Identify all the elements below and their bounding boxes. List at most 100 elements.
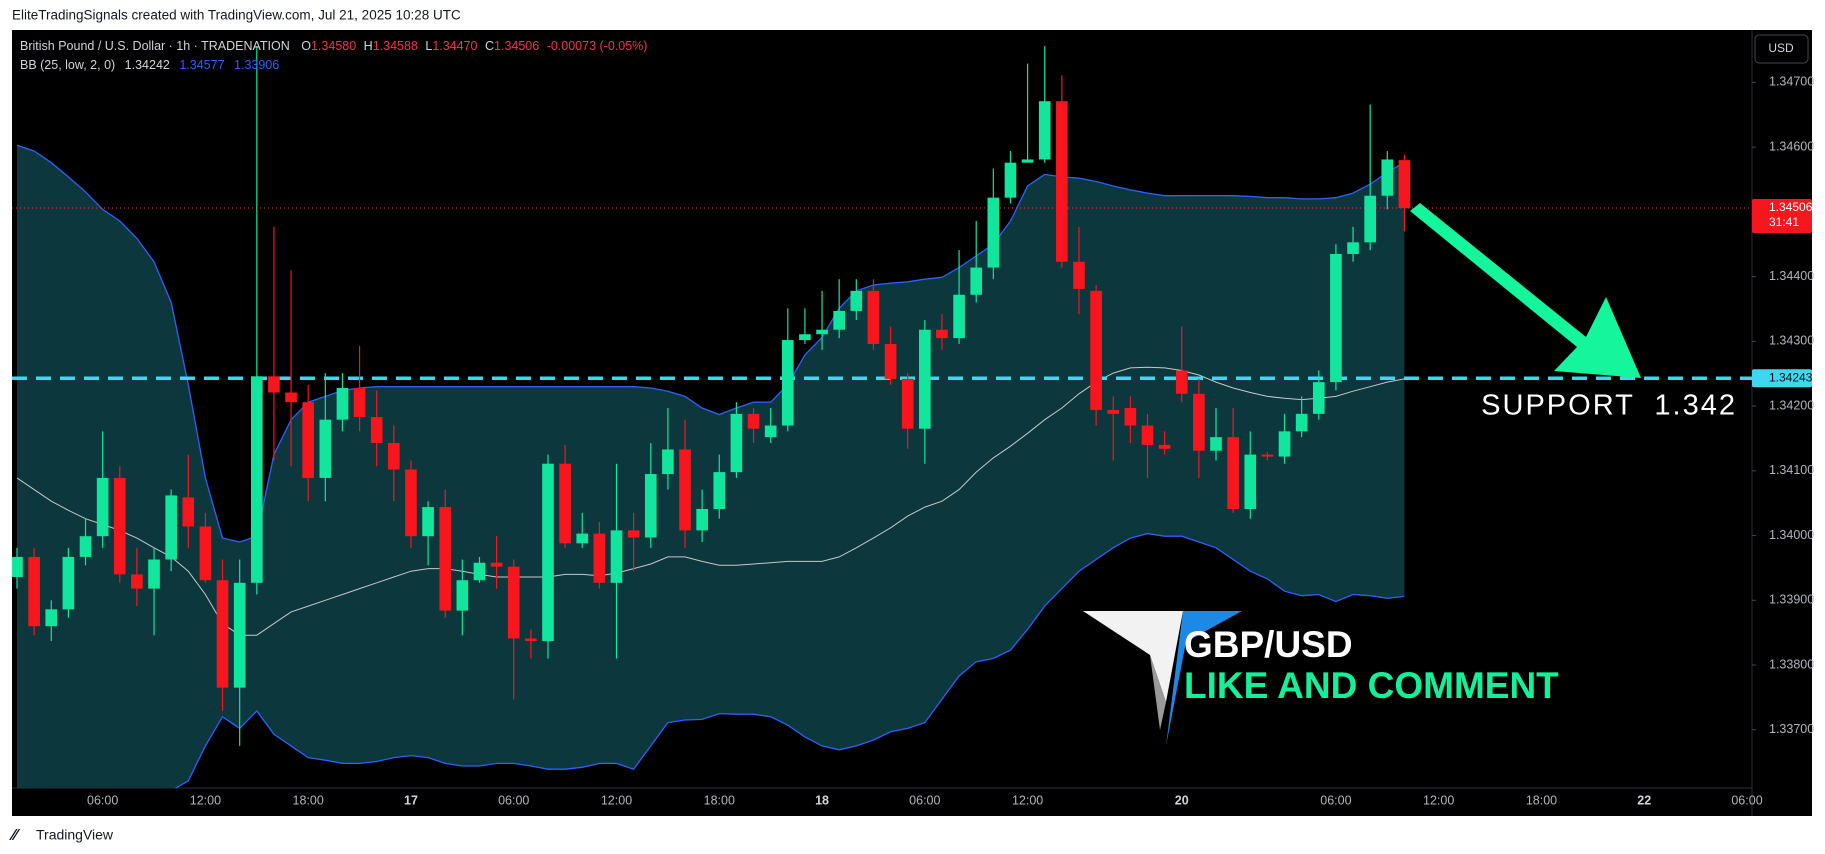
indicator-basis: 1.34242 xyxy=(125,58,170,72)
arrow xyxy=(1410,203,1641,378)
annotation-title: GBP/USD xyxy=(1184,624,1353,665)
candle-body xyxy=(1227,437,1239,510)
y-tick-label: 1.33800 xyxy=(1769,657,1814,671)
x-tick-label: 12:00 xyxy=(601,793,632,807)
candle-body xyxy=(1124,408,1137,426)
candle-body xyxy=(250,376,263,583)
legend-indicator: BB (25, low, 2, 0) 1.34242 1.34577 1.339… xyxy=(20,58,279,72)
candle-body xyxy=(593,533,606,583)
currency-button[interactable] xyxy=(1754,34,1809,64)
candle-body xyxy=(148,559,160,589)
candle-body xyxy=(422,507,434,537)
candle-body xyxy=(1038,101,1051,160)
candle-body xyxy=(233,582,246,688)
candle-body xyxy=(918,329,931,429)
y-tick-label: 1.33700 xyxy=(1769,722,1814,736)
legend-value: 1.34506 xyxy=(494,39,539,53)
candle-body xyxy=(1261,454,1274,457)
candle-body xyxy=(936,329,948,339)
band-basis xyxy=(16,366,1405,636)
support-price-label: 1.34243 xyxy=(1769,370,1813,384)
candle-body xyxy=(559,463,571,544)
legend-key: O xyxy=(301,39,311,53)
candle-body xyxy=(730,413,743,473)
legend-title: British Pound / U.S. Dollar · 1h · TRADE… xyxy=(20,39,290,53)
logo-blue xyxy=(1166,611,1242,746)
candle-body xyxy=(199,526,212,581)
band-upper xyxy=(16,144,1405,543)
candle-body xyxy=(302,402,315,478)
x-tick-label: 18:00 xyxy=(1526,793,1557,807)
band-fill xyxy=(17,145,1405,788)
currency-label[interactable]: USD xyxy=(1768,41,1794,55)
candle-body xyxy=(953,294,965,339)
candle-body xyxy=(542,463,554,642)
candle-body xyxy=(525,638,537,642)
candle-body xyxy=(970,267,983,295)
candle-body xyxy=(610,530,623,583)
x-tick-label: 06:00 xyxy=(909,793,940,807)
x-tick-label: 06:00 xyxy=(1731,793,1762,807)
candle-body xyxy=(1175,370,1188,394)
legend-value: 1.34470 xyxy=(432,39,477,53)
x-tick-label: 17 xyxy=(404,793,418,807)
logo-shadow xyxy=(1150,655,1166,730)
candle-body xyxy=(12,556,23,577)
candle-body xyxy=(370,417,383,443)
candle-body xyxy=(1090,290,1102,410)
candle-body xyxy=(319,419,332,478)
x-tick-label: 12:00 xyxy=(1012,793,1043,807)
candle-body xyxy=(268,376,280,393)
candle-body xyxy=(901,378,914,429)
candle-body xyxy=(1193,393,1205,451)
legend-main: British Pound / U.S. Dollar · 1h · TRADE… xyxy=(20,39,647,53)
annotation-cta: LIKE AND COMMENT xyxy=(1184,665,1559,706)
candle-body xyxy=(816,329,828,335)
candle-body xyxy=(1210,437,1222,451)
candle-body xyxy=(456,580,469,611)
candle-body xyxy=(353,387,366,418)
y-tick-label: 1.34100 xyxy=(1769,463,1814,477)
candle-body xyxy=(1278,431,1291,457)
candle-body xyxy=(662,449,674,475)
candle-body xyxy=(1056,101,1068,262)
legend-key: L xyxy=(425,39,432,53)
x-tick-label: 20 xyxy=(1175,793,1189,807)
candle-body xyxy=(713,472,726,510)
last-price-box xyxy=(1752,199,1812,234)
candle-body xyxy=(1141,425,1154,445)
candle-body xyxy=(165,495,177,560)
candle-body xyxy=(1107,409,1120,414)
candle-body xyxy=(62,556,75,610)
x-tick-label: 06:00 xyxy=(1320,793,1351,807)
support-annotation: SUPPORT 1.342 xyxy=(1481,390,1737,422)
plot-area xyxy=(12,46,1752,788)
footer: TradingView xyxy=(36,827,114,843)
candle-body xyxy=(764,425,777,438)
band-lower xyxy=(174,532,1405,788)
candle-body xyxy=(696,509,708,531)
indicator-lower: 1.33906 xyxy=(234,58,279,72)
x-tick-label: 06:00 xyxy=(87,793,118,807)
x-tick-label: 12:00 xyxy=(1423,793,1454,807)
candle-body xyxy=(216,580,229,688)
candle-body xyxy=(867,290,880,344)
candle-body xyxy=(1364,195,1376,243)
logo-white xyxy=(1083,611,1183,702)
x-tick-label: 22 xyxy=(1637,793,1651,807)
footer-logo: ⁄⁄ xyxy=(9,827,21,844)
candle-body xyxy=(507,566,520,639)
candle-body xyxy=(781,340,794,426)
x-tick-label: 18 xyxy=(815,793,829,807)
candle-body xyxy=(490,562,503,567)
candle-body xyxy=(1158,444,1171,449)
countdown-label: 31:41 xyxy=(1769,215,1799,229)
candle-body xyxy=(679,449,691,531)
legend-key: C xyxy=(485,39,494,53)
x-tick-label: 18:00 xyxy=(293,793,324,807)
candle-body xyxy=(1244,454,1257,510)
candle-body xyxy=(627,530,640,538)
legend-change: -0.00073 (-0.05%) xyxy=(547,39,648,53)
candle-body xyxy=(96,477,109,537)
